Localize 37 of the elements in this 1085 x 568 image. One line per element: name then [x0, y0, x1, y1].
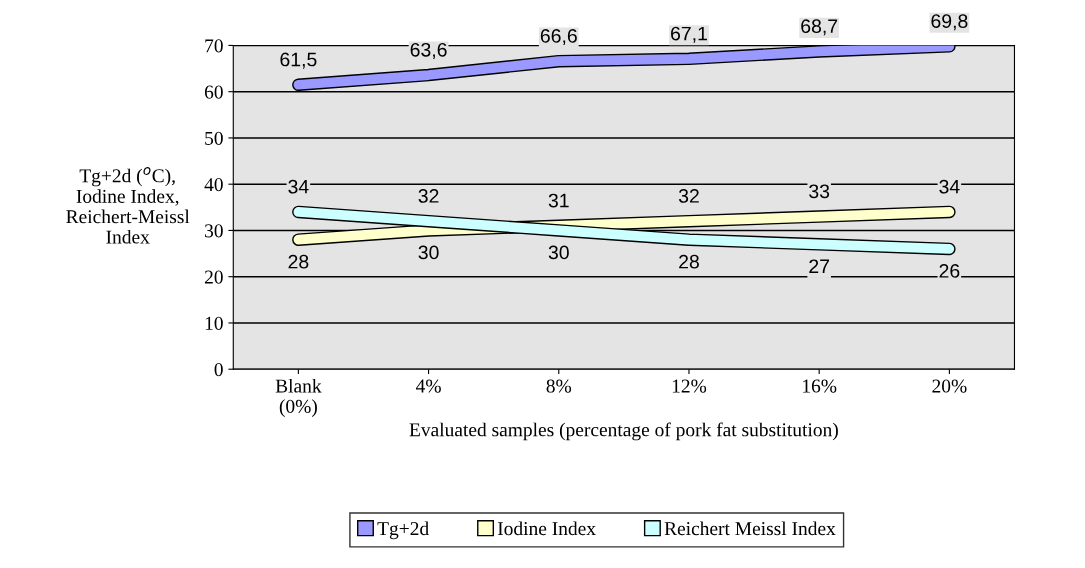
data-label: 66,6	[540, 29, 577, 46]
data-label: 34	[939, 179, 960, 194]
x-tick-label: 4%	[416, 379, 441, 393]
data-label: 32	[418, 189, 439, 203]
data-label: 63,6	[410, 42, 447, 59]
data-label: 33	[809, 184, 830, 199]
data-label: 28	[679, 254, 699, 269]
data-label: 61,5	[280, 52, 317, 69]
data-label: 67,1	[671, 26, 707, 43]
data-label: 26	[939, 264, 960, 278]
y-tick-label: 60	[204, 85, 223, 99]
x-tick-label: 12%	[672, 379, 707, 393]
data-label: 34	[288, 179, 309, 194]
x-tick-label: Blank (0%)	[275, 378, 322, 417]
data-label: 30	[418, 245, 439, 260]
x-tick-label: 8%	[546, 379, 572, 393]
x-tick-label: 16%	[803, 379, 837, 393]
data-label: 28	[288, 254, 309, 269]
data-label: 68,7	[801, 19, 838, 36]
legend-label: Reichert Meissl Index	[664, 521, 836, 536]
y-tick-label: 30	[205, 224, 223, 238]
data-label: 32	[678, 189, 699, 203]
y-axis-title: Tg+2d ($^{o}$C), Iodine Index, Reichert-Meissl Index	[66, 167, 190, 244]
y-tick-label: 10	[205, 316, 223, 330]
y-tick-label: 40	[204, 178, 223, 192]
data-label: 30	[548, 245, 569, 260]
data-label: 69,8	[931, 14, 968, 31]
y-tick-label: 20	[204, 270, 223, 284]
data-label: 31	[548, 193, 569, 208]
y-tick-label: 50	[205, 131, 223, 145]
x-axis-title: Evaluated samples (percentage of pork fat substitution)	[409, 422, 838, 441]
data-label: 27	[809, 259, 830, 273]
legend-label: Tg+2d	[377, 521, 429, 540]
legend-label: Iodine Index	[497, 521, 596, 536]
y-tick-label: 70	[205, 39, 223, 53]
y-tick-label: 0	[214, 363, 223, 377]
x-tick-label: 20%	[932, 379, 967, 393]
